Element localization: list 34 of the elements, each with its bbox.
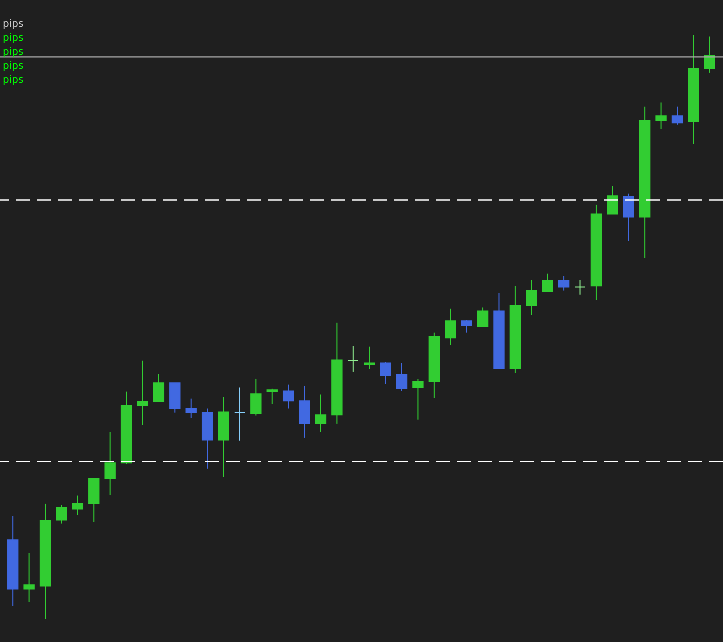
candlestick: [72, 495, 84, 516]
candlestick: [348, 346, 359, 372]
candlestick: [315, 394, 327, 433]
candlestick: [266, 388, 278, 405]
candlestick: [607, 186, 618, 215]
candlestick: [137, 360, 148, 426]
candlestick: [656, 102, 667, 130]
candlestick: [542, 273, 554, 292]
candlestick: [56, 504, 68, 524]
candlestick: [186, 398, 197, 419]
candlestick: [445, 308, 456, 346]
candlestick: [558, 276, 570, 292]
candlestick: [574, 280, 586, 296]
annotation: pips: [3, 61, 24, 72]
candlestick: [461, 319, 472, 334]
annotation: pips: [3, 33, 24, 44]
text: pips: [3, 19, 24, 30]
candlestick: [234, 387, 246, 442]
candlestick: [299, 385, 310, 438]
candlestick: [282, 384, 294, 410]
candlestick: [477, 307, 489, 328]
candlestick: [396, 362, 408, 392]
candlestick: [250, 378, 262, 416]
annotation: pips: [3, 47, 24, 58]
candlestick: [380, 362, 392, 385]
candlestick: [412, 378, 424, 420]
candlestick: [153, 374, 165, 402]
candlestick: [623, 193, 634, 242]
candlestick: [364, 346, 376, 370]
annotation: pips: [3, 75, 24, 86]
candlestick: [526, 280, 538, 316]
candlestick: [672, 106, 684, 126]
candlestick: [24, 552, 35, 603]
candlestick: [104, 432, 116, 496]
